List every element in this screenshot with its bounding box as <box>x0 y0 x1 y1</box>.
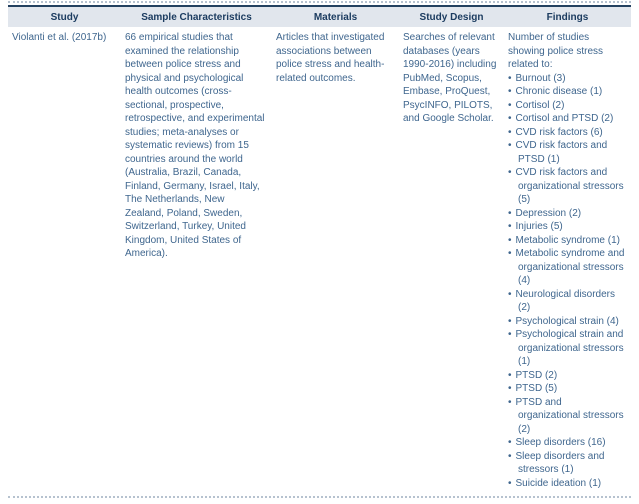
materials-text: Articles that investigated associations … <box>276 32 385 84</box>
top-dotted-rule <box>8 1 631 3</box>
findings-list: Burnout (3) Chronic disease (1) Cortisol… <box>508 72 625 491</box>
study-design-text: Searches of relevant databases (years 19… <box>403 32 497 124</box>
column-header-sample-characteristics: Sample Characteristics <box>141 12 252 23</box>
findings-item: Suicide ideation (1) <box>508 477 625 491</box>
table-header-row: Study Sample Characteristics Materials S… <box>8 7 631 27</box>
findings-item: Sleep disorders and stressors (1) <box>508 450 625 477</box>
findings-item: Psychological strain (4) <box>508 315 625 329</box>
findings-item: CVD risk factors and PTSD (1) <box>508 139 625 166</box>
findings-item: Metabolic syndrome (1) <box>508 234 625 248</box>
findings-item: Depression (2) <box>508 207 625 221</box>
findings-item: Psychological strain and organizational … <box>508 328 625 369</box>
sample-characteristics-text: 66 empirical studies that examined the r… <box>125 32 265 259</box>
cell-findings: Number of studies showing police stress … <box>504 27 631 490</box>
cell-materials: Articles that investigated associations … <box>272 27 399 490</box>
findings-item: PTSD and organizational stressors (2) <box>508 396 625 437</box>
findings-item: Cortisol (2) <box>508 99 625 113</box>
findings-item: Metabolic syndrome and organizational st… <box>508 247 625 288</box>
findings-item: PTSD (5) <box>508 382 625 396</box>
column-header-study-design: Study Design <box>419 12 484 23</box>
findings-item: PTSD (2) <box>508 369 625 383</box>
cell-study-design: Searches of relevant databases (years 19… <box>399 27 504 490</box>
findings-intro: Number of studies showing police stress … <box>508 32 604 70</box>
table-row: Violanti et al. (2017b) 66 empirical stu… <box>8 27 631 490</box>
bottom-dotted-rule <box>8 496 631 498</box>
cell-study: Violanti et al. (2017b) <box>8 27 121 490</box>
findings-item: CVD risk factors and organizational stre… <box>508 166 625 207</box>
cell-sample-characteristics: 66 empirical studies that examined the r… <box>121 27 272 490</box>
findings-item: Injuries (5) <box>508 220 625 234</box>
findings-item: CVD risk factors (6) <box>508 126 625 140</box>
findings-item: Burnout (3) <box>508 72 625 86</box>
column-header-materials: Materials <box>313 12 358 23</box>
column-header-findings: Findings <box>546 12 589 23</box>
findings-item: Neurological disorders (2) <box>508 288 625 315</box>
column-header-study: Study <box>50 12 79 23</box>
findings-item: Chronic disease (1) <box>508 85 625 99</box>
findings-item: Sleep disorders (16) <box>508 436 625 450</box>
findings-item: Cortisol and PTSD (2) <box>508 112 625 126</box>
study-summary-table: Study Sample Characteristics Materials S… <box>8 5 631 490</box>
study-citation: Violanti et al. (2017b) <box>12 32 107 43</box>
